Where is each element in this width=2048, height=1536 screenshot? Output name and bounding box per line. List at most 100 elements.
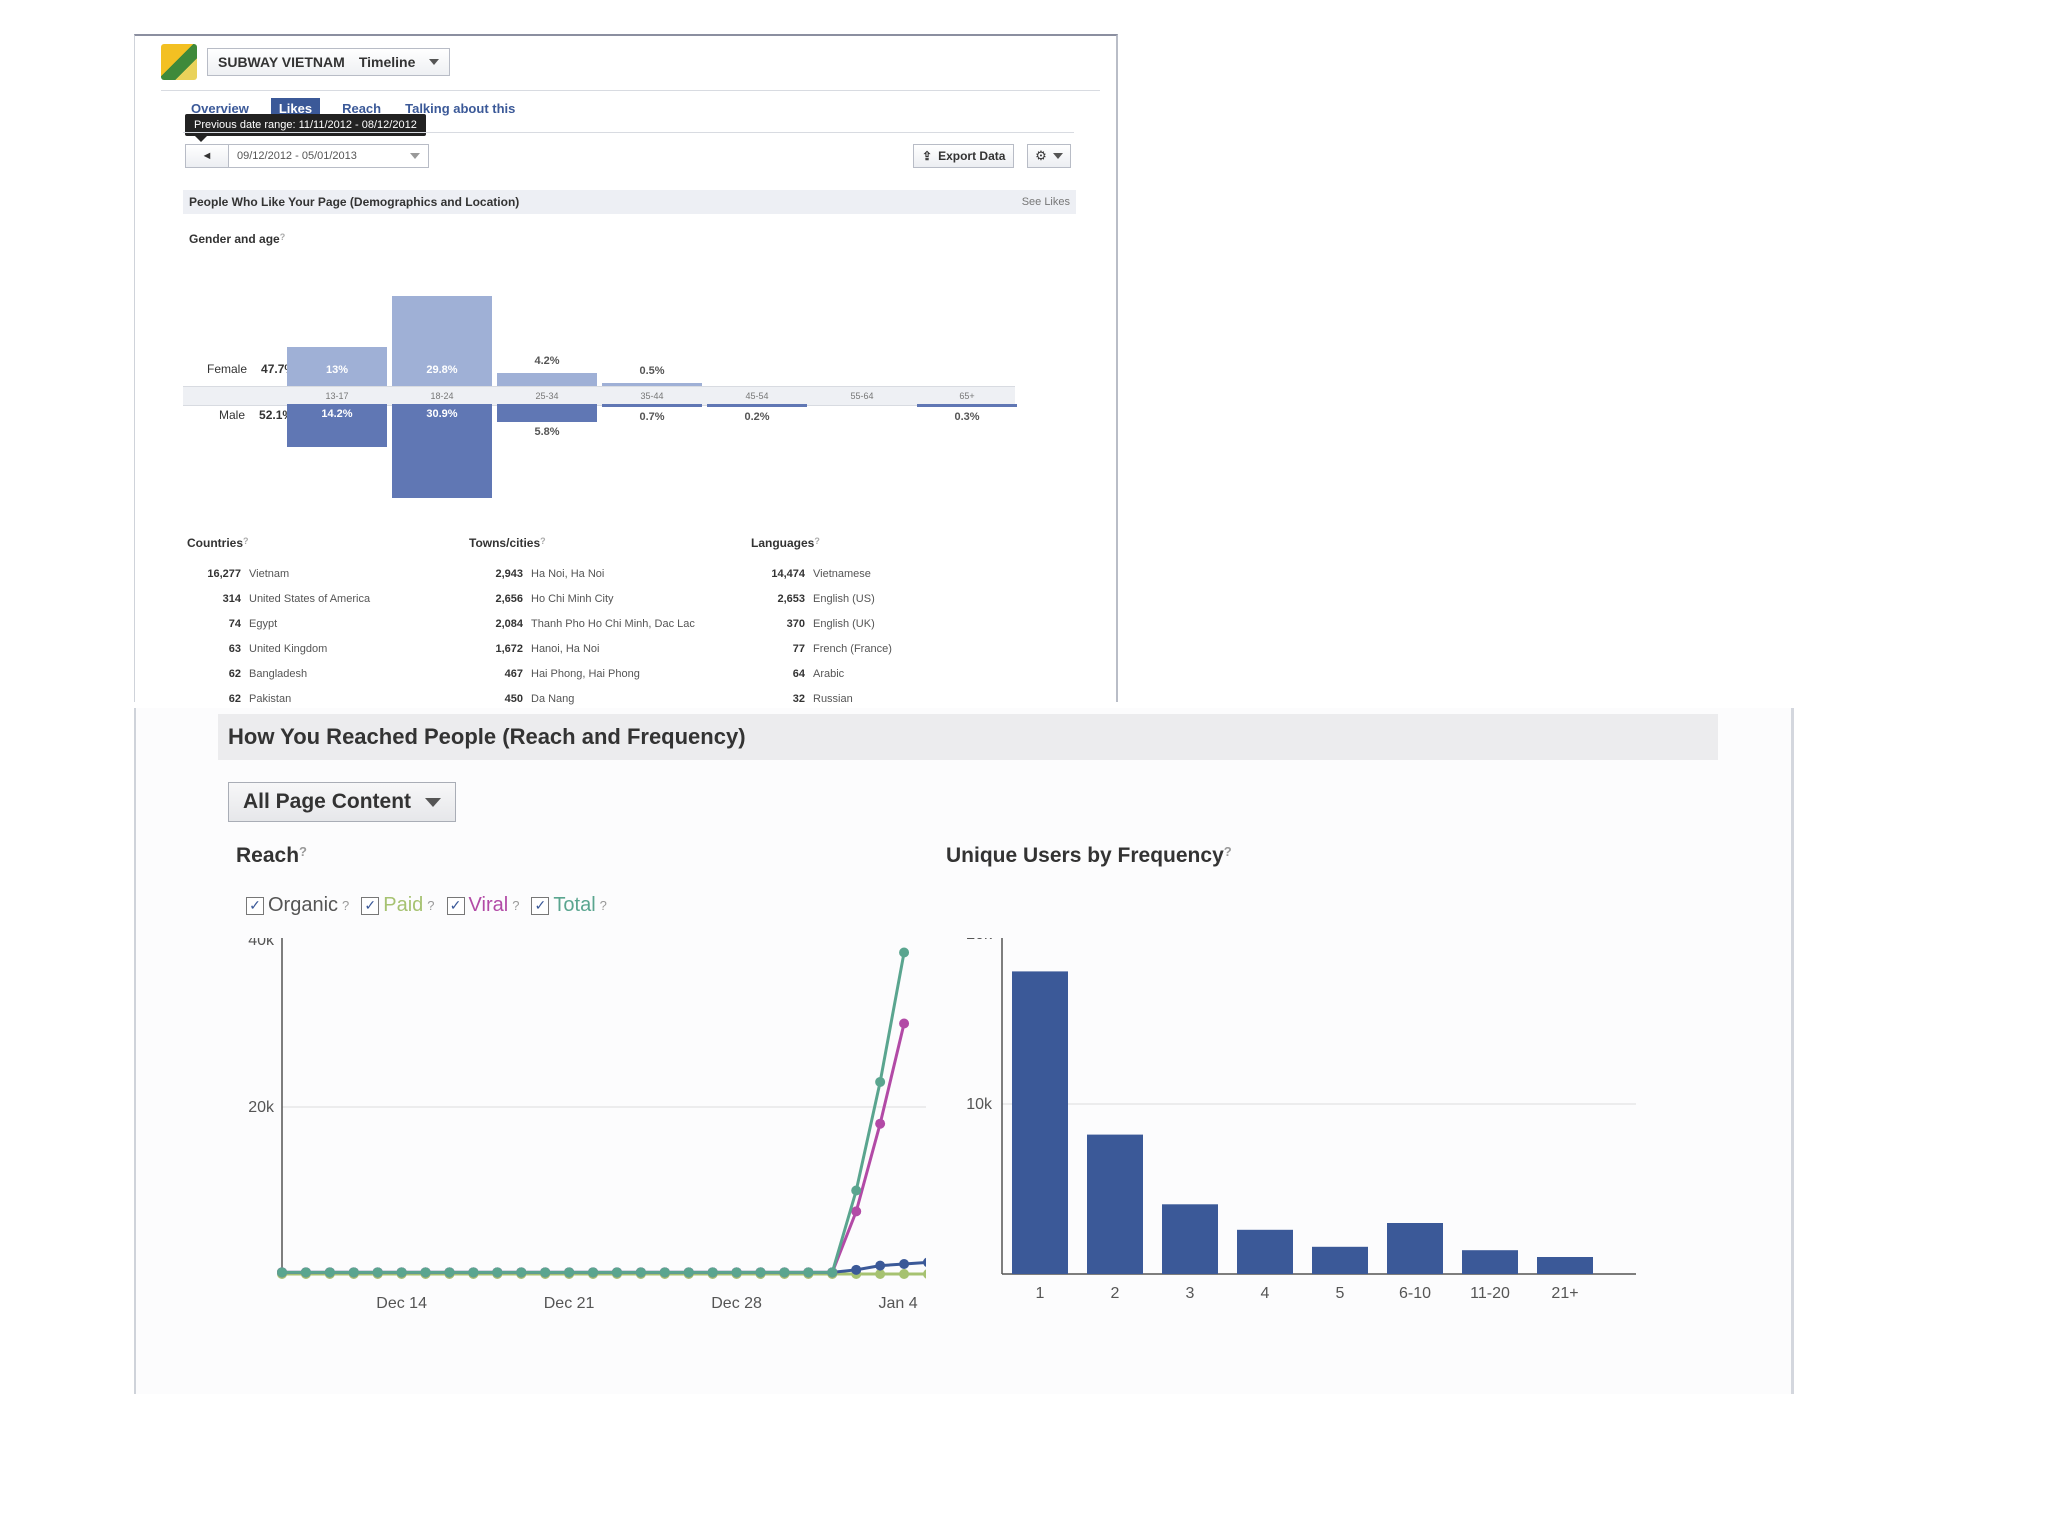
- data-point-total[interactable]: [899, 947, 910, 958]
- legend-viral[interactable]: ✓ Viral?: [446, 894, 520, 917]
- data-point-total[interactable]: [731, 1267, 742, 1278]
- page-logo[interactable]: [161, 44, 197, 80]
- legend-paid[interactable]: ✓ Paid?: [361, 894, 435, 917]
- data-point-paid[interactable]: [923, 1269, 926, 1279]
- data-point-total[interactable]: [755, 1267, 766, 1278]
- female-bar-label: 4.2%: [534, 355, 560, 368]
- male-bar[interactable]: [707, 404, 807, 407]
- data-point-total[interactable]: [348, 1267, 359, 1278]
- data-point-total[interactable]: [611, 1267, 622, 1278]
- male-bar[interactable]: [287, 404, 387, 448]
- data-point-organic[interactable]: [899, 1258, 910, 1269]
- female-bar[interactable]: [287, 346, 387, 386]
- checkbox-checked-icon[interactable]: ✓: [531, 896, 550, 915]
- chevron-down-icon: [429, 59, 440, 65]
- tab-likes[interactable]: Likes: [270, 98, 321, 119]
- checkbox-checked-icon[interactable]: ✓: [446, 896, 465, 915]
- divider: [183, 132, 1074, 133]
- data-point-total[interactable]: [372, 1267, 383, 1278]
- tab-talking-about-this[interactable]: Talking about this: [405, 101, 516, 116]
- female-bar[interactable]: [602, 383, 702, 386]
- data-point-total[interactable]: [659, 1267, 670, 1278]
- frequency-bar[interactable]: [1162, 1204, 1218, 1274]
- data-point-total[interactable]: [396, 1267, 407, 1278]
- help-icon[interactable]: ?: [342, 898, 350, 913]
- date-range-field[interactable]: 09/12/2012 - 05/01/2013: [229, 144, 429, 168]
- data-point-total[interactable]: [516, 1267, 527, 1278]
- male-bar[interactable]: [602, 404, 702, 407]
- row-name: Pakistan: [249, 692, 292, 705]
- data-point-total[interactable]: [588, 1267, 599, 1278]
- cities-title: Towns/cities?: [469, 536, 695, 550]
- city-row: 2,084 Thanh Pho Ho Chi Minh, Dac Lac: [469, 611, 694, 636]
- languages-title-text: Languages: [751, 536, 815, 550]
- data-point-total[interactable]: [707, 1267, 718, 1278]
- help-icon[interactable]: ?: [814, 536, 820, 546]
- frequency-bar[interactable]: [1387, 1223, 1443, 1274]
- female-bar[interactable]: [392, 295, 492, 386]
- frequency-bar[interactable]: [1462, 1250, 1518, 1274]
- previous-range-button[interactable]: ◄: [185, 144, 229, 168]
- male-bar[interactable]: [917, 404, 1017, 407]
- data-point-total[interactable]: [300, 1267, 311, 1278]
- checkbox-checked-icon[interactable]: ✓: [361, 896, 380, 915]
- data-point-total[interactable]: [779, 1267, 790, 1278]
- help-icon[interactable]: ?: [540, 536, 546, 546]
- male-bar[interactable]: [497, 404, 597, 422]
- data-point-total[interactable]: [875, 1076, 886, 1087]
- data-point-total[interactable]: [277, 1267, 287, 1278]
- help-icon[interactable]: ?: [1223, 844, 1232, 859]
- row-name: Hai Phong, Hai Phong: [531, 667, 640, 680]
- export-data-button[interactable]: ⇪ Export Data: [913, 144, 1015, 168]
- frequency-bar[interactable]: [1012, 971, 1068, 1274]
- female-bar[interactable]: [497, 373, 597, 386]
- legend-total[interactable]: ✓ Total?: [531, 894, 607, 917]
- data-point-total[interactable]: [635, 1267, 646, 1278]
- data-point-total[interactable]: [324, 1267, 335, 1278]
- data-point-total[interactable]: [851, 1185, 862, 1196]
- data-point-total[interactable]: [492, 1267, 503, 1278]
- data-point-viral[interactable]: [875, 1118, 886, 1129]
- data-point-viral[interactable]: [851, 1206, 862, 1217]
- data-point-total[interactable]: [540, 1267, 551, 1278]
- settings-menu-button[interactable]: ⚙: [1027, 144, 1071, 168]
- help-icon[interactable]: ?: [299, 844, 307, 859]
- data-point-total[interactable]: [420, 1267, 431, 1278]
- help-icon[interactable]: ?: [427, 898, 435, 913]
- city-row: 450 Da Nang: [469, 686, 695, 711]
- row-count: 14,474: [771, 567, 805, 580]
- data-point-total[interactable]: [564, 1267, 575, 1278]
- data-point-organic[interactable]: [851, 1264, 862, 1275]
- city-row: 2,943 Ha Noi, Ha Noi: [469, 561, 695, 586]
- data-point-total[interactable]: [827, 1267, 838, 1278]
- data-point-total[interactable]: [468, 1267, 479, 1278]
- data-point-organic[interactable]: [875, 1260, 886, 1271]
- frequency-bar[interactable]: [1537, 1257, 1593, 1274]
- content-filter-select[interactable]: All Page Content: [228, 782, 457, 822]
- see-likes-link[interactable]: See Likes: [1021, 196, 1070, 208]
- page-view-select[interactable]: SUBWAY VIETNAM Timeline: [207, 48, 451, 76]
- help-icon[interactable]: ?: [512, 898, 520, 913]
- data-point-viral[interactable]: [899, 1018, 910, 1029]
- data-point-paid[interactable]: [899, 1269, 910, 1279]
- help-icon[interactable]: ?: [279, 232, 286, 242]
- divider: [161, 90, 1100, 91]
- data-point-organic[interactable]: [923, 1257, 926, 1267]
- frequency-bar[interactable]: [1312, 1246, 1368, 1274]
- tab-overview[interactable]: Overview: [191, 101, 249, 116]
- frequency-bar[interactable]: [1087, 1134, 1143, 1274]
- age-tick-label: 45-54: [745, 391, 769, 401]
- tab-reach[interactable]: Reach: [342, 101, 382, 116]
- country-row: 62 Pakistan: [187, 686, 370, 711]
- reach-frequency-panel: How You Reached People (Reach and Freque…: [134, 708, 1794, 1394]
- help-icon[interactable]: ?: [243, 536, 249, 546]
- legend-organic[interactable]: ✓ Organic?: [246, 894, 349, 917]
- male-bar[interactable]: [392, 404, 492, 498]
- data-point-total[interactable]: [444, 1267, 455, 1278]
- data-point-paid[interactable]: [875, 1269, 886, 1279]
- data-point-total[interactable]: [803, 1267, 814, 1278]
- checkbox-checked-icon[interactable]: ✓: [246, 896, 264, 915]
- frequency-bar[interactable]: [1237, 1229, 1293, 1274]
- help-icon[interactable]: ?: [599, 898, 607, 913]
- data-point-total[interactable]: [683, 1267, 694, 1278]
